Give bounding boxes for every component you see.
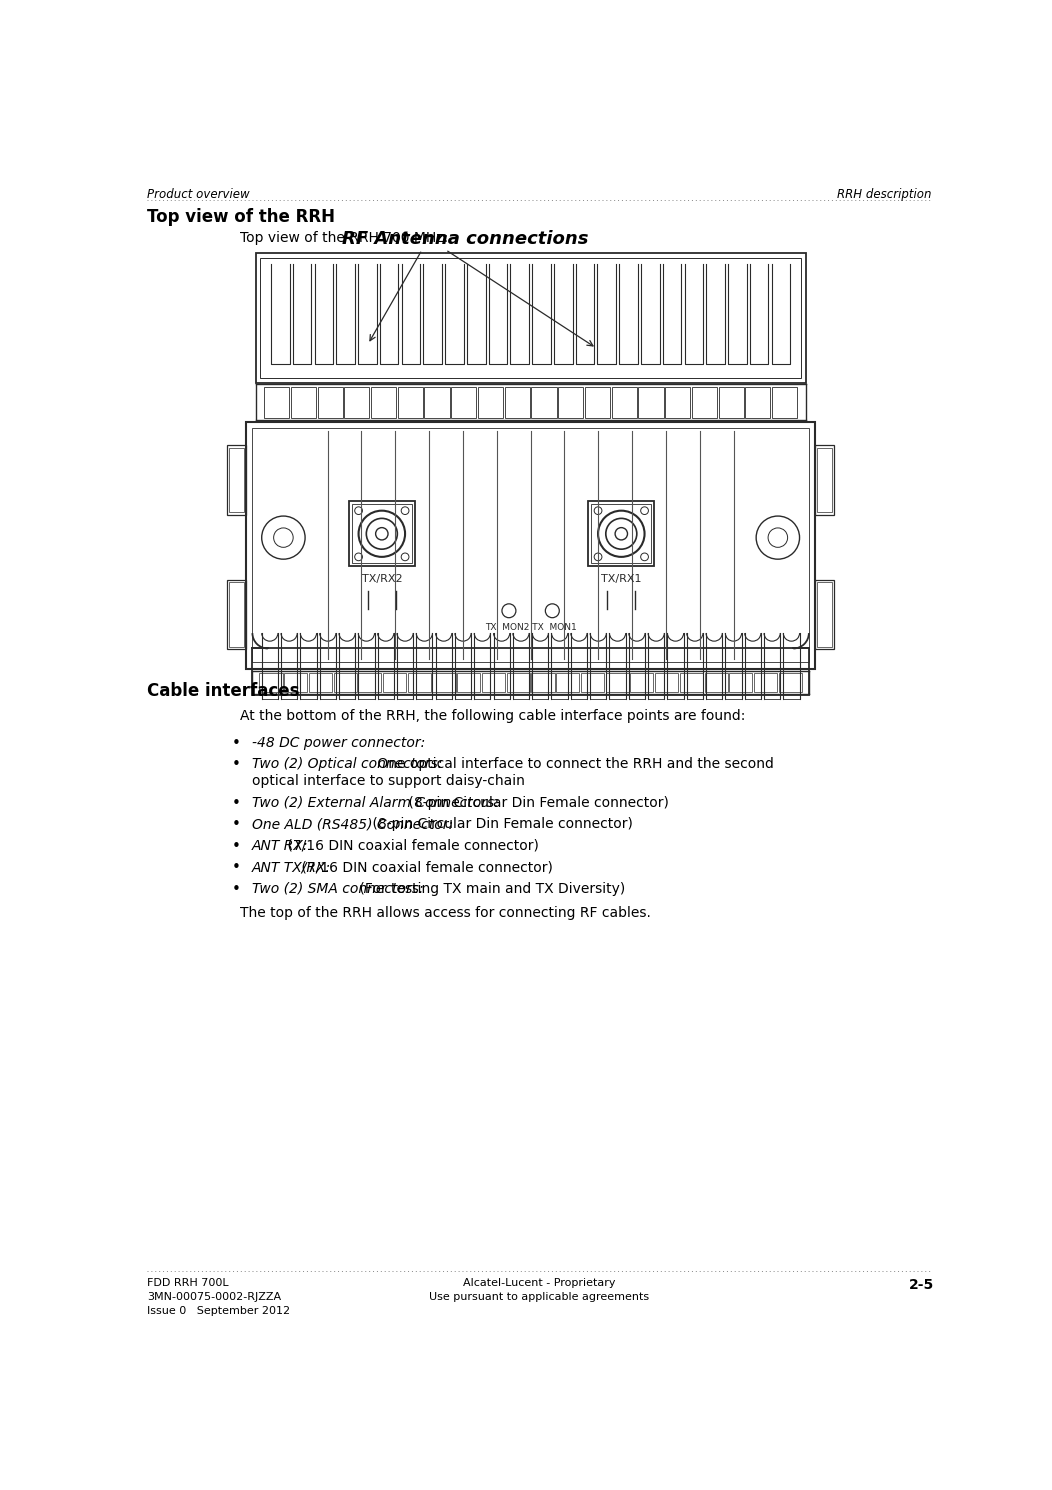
Bar — [229, 583, 244, 647]
Bar — [772, 387, 797, 417]
Text: (8-pin Circular Din Female connector): (8-pin Circular Din Female connector) — [368, 817, 633, 831]
Bar — [451, 387, 477, 417]
Bar — [692, 387, 717, 417]
Bar — [588, 501, 654, 566]
Bar — [290, 387, 316, 417]
Bar — [630, 673, 653, 691]
Text: At the bottom of the RRH, the following cable interface points are found:: At the bottom of the RRH, the following … — [240, 709, 746, 723]
Bar — [383, 673, 406, 691]
Bar — [817, 447, 832, 513]
Text: Two (2) Optical connectors:: Two (2) Optical connectors: — [251, 757, 442, 770]
Text: One ALD (RS485) Connector:: One ALD (RS485) Connector: — [251, 817, 452, 831]
Bar — [505, 387, 530, 417]
Bar — [655, 673, 679, 691]
Text: (For testing TX main and TX Diversity): (For testing TX main and TX Diversity) — [355, 882, 625, 895]
Bar — [309, 673, 332, 691]
Bar — [252, 648, 809, 696]
Text: RF Antenna connections: RF Antenna connections — [342, 229, 588, 249]
Text: •: • — [231, 796, 241, 811]
Bar — [665, 387, 690, 417]
Text: 2-5: 2-5 — [908, 1278, 933, 1292]
Bar — [264, 387, 289, 417]
Text: •: • — [231, 839, 241, 854]
Text: Product overview: Product overview — [147, 188, 249, 201]
Bar — [371, 387, 397, 417]
Bar — [482, 673, 505, 691]
Text: (7/16 DIN coaxial female connector): (7/16 DIN coaxial female connector) — [283, 839, 539, 852]
Bar — [754, 673, 777, 691]
Bar — [531, 387, 557, 417]
Bar — [398, 387, 423, 417]
Bar — [559, 387, 583, 417]
Text: ANT TX/RX:: ANT TX/RX: — [251, 860, 330, 875]
Bar — [352, 504, 411, 563]
Bar — [817, 583, 832, 647]
Text: •: • — [231, 860, 241, 875]
Bar — [284, 673, 307, 691]
Bar — [252, 428, 809, 663]
Bar — [778, 673, 802, 691]
Text: TX/RX1: TX/RX1 — [601, 574, 642, 584]
Text: Top view of the RRH: Top view of the RRH — [147, 209, 335, 226]
Text: 3MN-00075-0002-RJZZA: 3MN-00075-0002-RJZZA — [147, 1292, 281, 1302]
Text: RRH description: RRH description — [836, 188, 931, 201]
Bar — [458, 673, 481, 691]
Text: TX  MON2 TX  MON1: TX MON2 TX MON1 — [485, 623, 576, 632]
Bar — [719, 387, 744, 417]
Bar — [344, 387, 369, 417]
Text: Use pursuant to applicable agreements: Use pursuant to applicable agreements — [429, 1292, 649, 1302]
Bar — [246, 422, 815, 669]
Bar — [478, 387, 503, 417]
Text: Two (2) SMA connectors:: Two (2) SMA connectors: — [251, 882, 423, 895]
Bar — [745, 387, 770, 417]
Text: optical interface to support daisy-chain: optical interface to support daisy-chain — [251, 773, 525, 788]
Bar — [581, 673, 604, 691]
Text: Two (2) External Alarm Connectors:: Two (2) External Alarm Connectors: — [251, 796, 499, 809]
Bar — [256, 253, 806, 383]
Bar — [591, 504, 651, 563]
Bar — [349, 501, 414, 566]
Bar — [705, 673, 728, 691]
Text: ANT RX:: ANT RX: — [251, 839, 308, 852]
Bar — [408, 673, 431, 691]
Bar — [680, 673, 703, 691]
Text: •: • — [231, 736, 241, 751]
Bar — [333, 673, 357, 691]
Text: One optical interface to connect the RRH and the second: One optical interface to connect the RRH… — [373, 757, 774, 770]
Text: Top view of the RRH 700 MHz:: Top view of the RRH 700 MHz: — [240, 231, 448, 246]
Bar — [424, 387, 449, 417]
Text: •: • — [231, 882, 241, 897]
Text: (7/16 DIN coaxial female connector): (7/16 DIN coaxial female connector) — [297, 860, 552, 875]
Bar — [432, 673, 456, 691]
Bar — [318, 387, 343, 417]
Text: FDD RRH 700L: FDD RRH 700L — [147, 1278, 228, 1289]
Bar — [639, 387, 664, 417]
Text: Issue 0   September 2012: Issue 0 September 2012 — [147, 1307, 290, 1316]
Bar — [815, 580, 834, 650]
Bar — [606, 673, 629, 691]
Bar — [359, 673, 382, 691]
Bar — [815, 446, 834, 514]
Bar — [585, 387, 610, 417]
Text: •: • — [231, 817, 241, 831]
Bar — [531, 673, 554, 691]
Bar — [260, 258, 802, 378]
Text: The top of the RRH allows access for connecting RF cables.: The top of the RRH allows access for con… — [240, 906, 651, 921]
Bar — [229, 447, 244, 513]
Text: Cable interfaces: Cable interfaces — [147, 681, 300, 700]
Bar — [729, 673, 752, 691]
Text: (8-pin Circular Din Female connector): (8-pin Circular Din Female connector) — [404, 796, 669, 809]
Bar — [227, 580, 246, 650]
Text: •: • — [231, 757, 241, 772]
Bar — [611, 387, 636, 417]
Bar — [227, 446, 246, 514]
Text: -48 DC power connector:: -48 DC power connector: — [251, 736, 425, 749]
Bar — [260, 673, 283, 691]
Bar — [507, 673, 530, 691]
Text: Alcatel-Lucent - Proprietary: Alcatel-Lucent - Proprietary — [463, 1278, 615, 1289]
Text: TX/RX2: TX/RX2 — [362, 574, 402, 584]
Bar — [557, 673, 580, 691]
